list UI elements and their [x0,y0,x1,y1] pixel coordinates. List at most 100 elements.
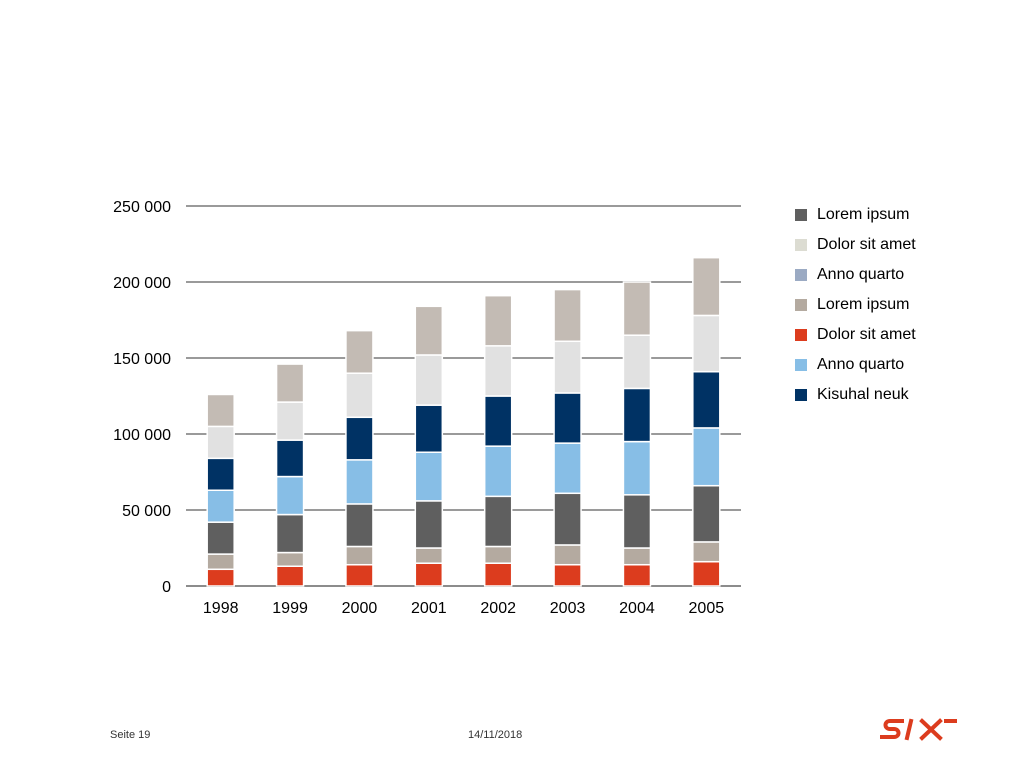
y-tick-label: 200 000 [113,275,171,292]
bar-segment [483,445,513,498]
bar-segment [622,494,652,549]
chart-legend: Lorem ipsum Dolor sit amet Anno quarto Lore… [795,200,916,410]
bar-segment [206,425,235,460]
bar-segment [553,340,582,394]
legend-swatch [795,389,807,401]
bar-segment [414,547,444,564]
bar-segment [345,503,374,548]
bar-segment [414,562,444,587]
bar-segment [692,484,721,543]
bar-segment [622,281,652,336]
bars [206,256,721,587]
bar-segment [206,568,235,587]
bar-segment [275,363,305,403]
legend-label: Dolor sit amet [817,326,916,343]
six-logo [880,718,957,741]
bar-segment [692,256,721,317]
x-axis-labels: 1998 1999 2000 2001 2002 2003 2004 2005 [203,600,724,617]
legend-label: Anno quarto [817,266,905,283]
bar-segment [622,387,652,443]
x-tick-label: 2002 [480,600,516,617]
x-tick-label: 2003 [550,600,586,617]
x-tick-label: 1999 [272,600,308,617]
bar-segment [345,329,374,374]
x-tick-label: 1998 [203,600,239,617]
legend-swatch [795,239,807,251]
bar-segment [553,392,582,444]
bar-segment [206,393,235,428]
bar-segment [483,294,513,347]
x-tick-label: 2000 [342,600,378,617]
bar-segment [345,416,374,461]
legend-item: Anno quarto [795,260,916,290]
bar-segment [414,451,444,502]
legend-swatch [795,329,807,341]
bar-segment [345,372,374,419]
bar-segment [692,560,721,587]
bar-segment [275,401,305,441]
bar-segment [553,544,582,566]
bar-segment [622,563,652,587]
bar-segment [553,492,582,546]
bar-segment [275,439,305,478]
bar-segment [275,551,305,567]
y-tick-label: 100 000 [113,427,171,444]
bar-segment [483,545,513,564]
y-axis-labels: 0 50 000 100 000 150 000 200 000 250 000 [113,199,171,596]
bar-segment [206,457,235,491]
x-tick-label: 2001 [411,600,447,617]
bar-segment [414,500,444,549]
legend-label: Anno quarto [817,356,905,373]
bar-segment [692,370,721,429]
bar-segment [414,305,444,356]
bar-segment [483,495,513,548]
bar-segment [345,459,374,505]
bar-segment [414,354,444,406]
bar-segment [345,545,374,566]
bar-segment [692,427,721,487]
bar-segment [206,489,235,523]
legend-item: Kisuhal neuk [795,380,916,410]
bar-segment [483,562,513,587]
legend-label: Dolor sit amet [817,236,916,253]
x-tick-label: 2005 [689,600,725,617]
bar-segment [553,288,582,343]
bar-segment [206,553,235,571]
legend-swatch [795,299,807,311]
legend-label: Lorem ipsum [817,296,910,313]
bar-segment [692,314,721,373]
bar-segment [483,395,513,447]
x-tick-label: 2004 [619,600,655,617]
footer-date: 14/11/2018 [468,729,523,741]
legend-swatch [795,209,807,221]
bar-segment [275,565,305,587]
y-tick-label: 50 000 [122,503,171,520]
bar-segment [622,334,652,390]
bar-segment [345,563,374,587]
bar-segment [483,345,513,397]
bar-segment [692,541,721,563]
gridlines [186,205,741,587]
legend-swatch [795,359,807,371]
legend-item: Lorem ipsum [795,200,916,230]
y-tick-label: 0 [162,579,171,596]
stacked-bar-chart: 0 50 000 100 000 150 000 200 000 250 000 1998… [113,199,741,617]
bar-segment [414,404,444,453]
y-tick-label: 150 000 [113,351,171,368]
legend-swatch [795,269,807,281]
legend-item: Anno quarto [795,350,916,380]
bar-segment [553,563,582,587]
legend-item: Dolor sit amet [795,230,916,260]
bar-segment [622,440,652,496]
legend-label: Lorem ipsum [817,206,910,223]
bar-segment [622,547,652,566]
bar-segment [206,521,235,555]
bar-segment [275,475,305,516]
bar-segment [553,442,582,495]
bar-segment [275,513,305,554]
legend-item: Dolor sit amet [795,320,916,350]
legend-label: Kisuhal neuk [817,386,909,403]
y-tick-label: 250 000 [113,199,171,216]
legend-item: Lorem ipsum [795,290,916,320]
page-number: Seite 19 [110,729,151,741]
